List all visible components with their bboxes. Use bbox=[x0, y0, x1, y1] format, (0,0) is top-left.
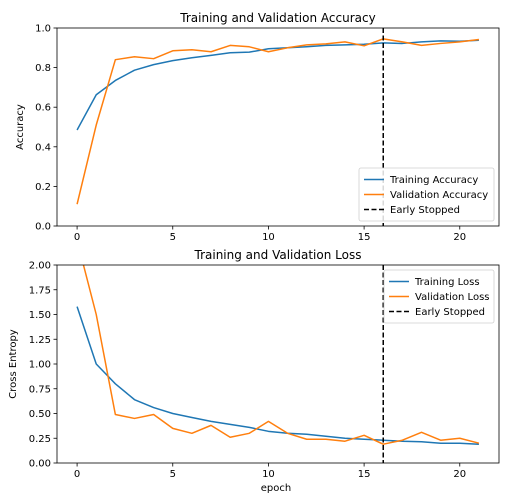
series-line-training bbox=[76, 306, 479, 445]
y-tick-label: 1.25 bbox=[29, 335, 51, 346]
legend-label: Early Stopped bbox=[390, 205, 460, 216]
x-tick-label: 5 bbox=[170, 469, 176, 480]
x-tick-label: 15 bbox=[358, 232, 371, 243]
x-tick-label: 5 bbox=[170, 232, 176, 243]
y-tick-label: 0.25 bbox=[29, 434, 51, 445]
y-axis-label: Cross Entropy bbox=[8, 329, 19, 399]
legend-label: Training Loss bbox=[414, 277, 480, 288]
series-layer bbox=[76, 265, 480, 463]
legend: Training Accuracy Validation Accuracy Earl… bbox=[358, 167, 495, 222]
loss-plot: Training and Validation Loss Cross Entro… bbox=[8, 248, 500, 494]
x-axis-label: epoch bbox=[261, 483, 291, 494]
y-tick-label: 1.00 bbox=[29, 360, 51, 371]
legend: Training Loss Validation Loss Early Stoppe… bbox=[383, 269, 495, 324]
tick-group: 0 5 10 15 20 0.0 0.2 0.4 0.6 0.8 1.0 bbox=[35, 24, 466, 244]
chart-title: Training and Validation Accuracy bbox=[179, 11, 375, 25]
x-tick-label: 20 bbox=[453, 469, 466, 480]
y-tick-label: 1.75 bbox=[29, 285, 51, 296]
y-tick-label: 0.6 bbox=[35, 103, 51, 114]
y-axis-label: Accuracy bbox=[15, 104, 26, 150]
y-tick-label: 0.50 bbox=[29, 409, 51, 420]
series-line-validation bbox=[76, 38, 480, 205]
x-tick-label: 10 bbox=[262, 232, 275, 243]
y-tick-label: 1.50 bbox=[29, 310, 51, 321]
legend-label: Validation Loss bbox=[415, 292, 490, 303]
tick-group: 0 5 10 15 20 0.00 0.25 0.50 0.75 1.00 1.25 1.50 1.75… bbox=[29, 261, 466, 481]
plot-frame bbox=[56, 27, 500, 227]
x-tick-label: 0 bbox=[74, 469, 80, 480]
y-tick-label: 1.0 bbox=[35, 24, 51, 35]
legend-label: Training Accuracy bbox=[389, 175, 478, 186]
legend-box bbox=[383, 269, 495, 324]
y-tick-label: 0.8 bbox=[35, 63, 51, 74]
y-tick-label: 0.00 bbox=[29, 459, 51, 470]
series-line-validation bbox=[82, 265, 480, 445]
y-tick-label: 0.0 bbox=[35, 222, 51, 233]
legend-label: Validation Accuracy bbox=[390, 190, 488, 201]
legend-box bbox=[358, 167, 495, 222]
legend-label: Early Stopped bbox=[415, 307, 485, 318]
x-tick-label: 20 bbox=[453, 232, 466, 243]
y-tick-label: 0.4 bbox=[35, 142, 51, 153]
accuracy-plot: Training and Validation Accuracy Accurac… bbox=[15, 11, 500, 244]
plot-frame bbox=[56, 264, 500, 464]
x-tick-label: 15 bbox=[358, 469, 371, 480]
y-tick-label: 0.2 bbox=[35, 182, 51, 193]
y-tick-label: 2.00 bbox=[29, 261, 51, 272]
x-tick-label: 10 bbox=[262, 469, 275, 480]
y-tick-label: 0.75 bbox=[29, 384, 51, 395]
series-line-training bbox=[76, 39, 479, 131]
chart-title: Training and Validation Loss bbox=[194, 248, 362, 262]
x-tick-label: 0 bbox=[74, 232, 80, 243]
